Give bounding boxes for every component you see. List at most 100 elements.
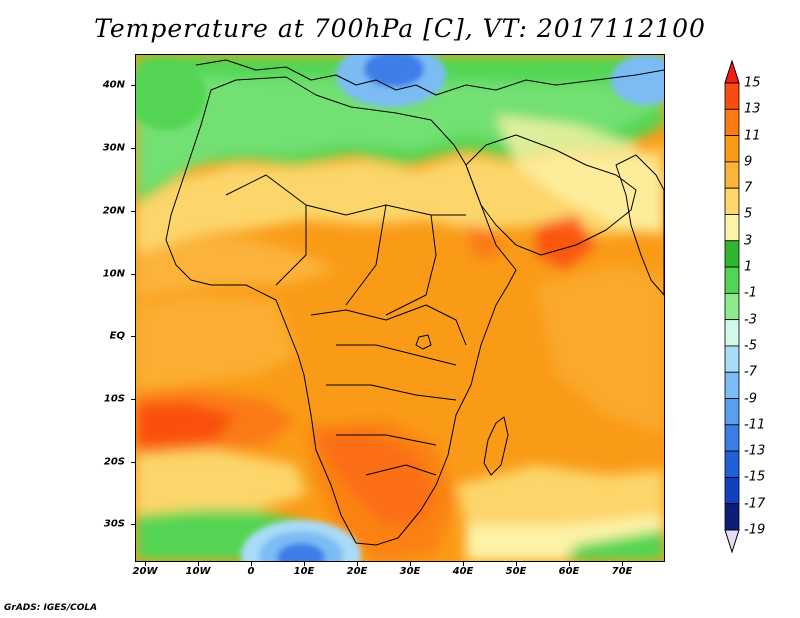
colorbar-level-label: -5 — [744, 338, 757, 354]
colorbar-level-label: 15 — [744, 75, 761, 91]
lon-tick-label: 30E — [399, 566, 421, 577]
east-cold-core — [611, 55, 664, 105]
colorbar-level-label: 3 — [744, 233, 753, 249]
europe-outline — [195, 59, 664, 96]
colorbar-level-label: -15 — [744, 469, 766, 485]
colorbar-level-label: 1 — [744, 259, 753, 275]
colorbar-level-label: -17 — [744, 496, 766, 512]
lat-tick-label: 20S — [103, 456, 125, 468]
colorbar-swatch — [724, 82, 740, 110]
lon-tick-label: 10W — [185, 566, 211, 577]
south-east-green — [566, 530, 664, 561]
colorbar-level-label: 5 — [744, 206, 753, 222]
atlantic-light — [136, 295, 296, 390]
south-east-yellow — [456, 465, 664, 535]
lat-tick-mark — [131, 398, 135, 400]
sahara-borders — [225, 174, 466, 316]
lat-tick-mark — [131, 210, 135, 212]
arabia-yellow — [496, 115, 664, 235]
lat-tick-label: 30S — [103, 518, 125, 530]
colorbar-level-label: -3 — [744, 312, 757, 328]
lat-tick-label: 20N — [102, 205, 125, 217]
colorbar-swatch — [724, 345, 740, 373]
lon-tick-mark — [622, 562, 623, 566]
lon-tick-label: 60E — [558, 566, 580, 577]
colorbar-level-label: -7 — [744, 364, 757, 380]
temperature-map — [136, 55, 664, 561]
lon-tick-mark — [569, 562, 570, 566]
colorbar-swatch — [724, 292, 740, 321]
lat-tick-label: 30N — [102, 142, 125, 154]
north-light-green — [136, 75, 664, 195]
lon-tick-mark — [516, 562, 517, 566]
colorbar-level-label: -11 — [744, 417, 766, 433]
lon-tick-label: 10E — [293, 566, 315, 577]
colorbar-level-label: 7 — [744, 180, 753, 196]
west-sahara-band — [136, 235, 336, 300]
lat-tick-mark — [131, 273, 135, 275]
mediterranean-cold-inner — [364, 55, 424, 87]
lon-tick-label: 20W — [132, 566, 158, 577]
lon-tick-mark — [410, 562, 411, 566]
colorbar-swatch — [724, 240, 740, 268]
colorbar-swatch — [724, 477, 740, 505]
colorbar-swatch — [724, 450, 740, 478]
lon-tick-label: 0 — [247, 566, 255, 577]
lat-tick-mark — [131, 336, 135, 338]
lat-tick-mark — [131, 524, 135, 526]
colorbar-level-label: -9 — [744, 391, 757, 407]
lat-tick-mark — [131, 148, 135, 150]
colorbar-swatch — [724, 108, 740, 136]
lon-tick-mark — [304, 562, 305, 566]
central-borders — [310, 304, 467, 476]
page-title: Temperature at 700hPa [C], VT: 201711210… — [94, 14, 706, 43]
colorbar-top-arrow — [724, 59, 740, 84]
colorbar-level-label: -19 — [744, 522, 766, 538]
colorbar-swatch — [724, 214, 740, 242]
indian-ocean-light — [536, 265, 664, 435]
colorbar-level-label: -13 — [744, 443, 766, 459]
south-africa-warm — [306, 420, 456, 561]
map-frame — [135, 54, 665, 562]
lon-tick-label: 20E — [346, 566, 368, 577]
colorbar-level-label: -1 — [744, 285, 757, 301]
south-cold-inner — [277, 543, 325, 561]
colorbar-swatch — [724, 266, 740, 294]
madagascar-outline — [483, 416, 509, 476]
lake-victoria — [415, 334, 432, 350]
colorbar-level-label: 13 — [744, 101, 761, 117]
west-north-green — [136, 60, 206, 130]
colorbar-swatch — [724, 135, 740, 163]
colorbar-swatch — [724, 424, 740, 452]
lat-tick-label: EQ — [109, 330, 125, 342]
south-atlantic-hot — [136, 403, 236, 445]
credit-text: GrADS: IGES/COLA — [4, 603, 98, 613]
africa-coastline — [165, 76, 517, 546]
colorbar-level-label: 9 — [744, 154, 753, 170]
lat-tick-mark — [131, 461, 135, 463]
lon-tick-mark — [251, 562, 252, 566]
colorbar-swatch — [724, 161, 740, 189]
lon-tick-mark — [198, 562, 199, 566]
lon-tick-label: 40E — [452, 566, 474, 577]
lon-tick-mark — [145, 562, 146, 566]
colorbar-bottom-arrow — [724, 529, 740, 554]
colorbar-swatch — [724, 187, 740, 215]
arabian-sea-warm — [536, 215, 596, 270]
colorbar-swatch — [724, 398, 740, 426]
lon-tick-label: 50E — [505, 566, 527, 577]
india-outline — [615, 154, 664, 296]
colorbar-swatch — [724, 503, 740, 531]
south-yellow-band — [136, 450, 306, 525]
lat-tick-mark — [131, 85, 135, 87]
lon-tick-mark — [463, 562, 464, 566]
arabia-outline — [465, 134, 637, 256]
lon-tick-mark — [357, 562, 358, 566]
colorbar-level-label: 11 — [744, 128, 761, 144]
colorbar-swatch — [724, 371, 740, 399]
lat-tick-label: 40N — [102, 79, 125, 91]
lat-tick-label: 10S — [103, 393, 125, 405]
lat-tick-label: 10N — [102, 268, 125, 279]
colorbar-swatch — [724, 319, 740, 347]
lon-tick-label: 70E — [611, 566, 633, 577]
